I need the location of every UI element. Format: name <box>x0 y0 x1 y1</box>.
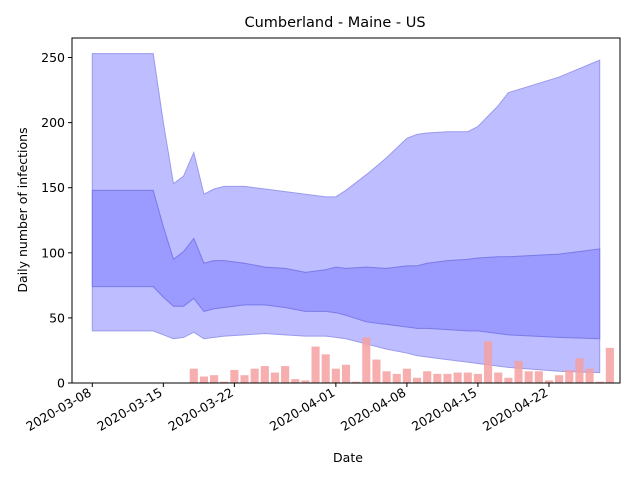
daily-bar <box>463 372 472 383</box>
chart-title: Cumberland - Maine - US <box>244 15 425 31</box>
daily-bar <box>382 371 391 383</box>
daily-bar <box>210 375 219 383</box>
daily-bar <box>331 368 340 383</box>
daily-bar <box>260 366 269 383</box>
plot-border <box>71 37 621 384</box>
daily-bar <box>352 381 361 383</box>
confidence-band-inner <box>91 189 601 340</box>
daily-bar <box>341 364 351 383</box>
daily-bar <box>291 379 300 383</box>
y-tick-label: 150 <box>41 180 65 195</box>
daily-bar <box>443 373 452 383</box>
y-tick-label: 200 <box>41 115 65 130</box>
y-axis-title: Daily number of infections <box>15 127 30 292</box>
y-tick-label: 0 <box>57 376 65 391</box>
daily-bar <box>585 368 594 383</box>
daily-bar <box>402 368 411 383</box>
daily-bar <box>565 369 574 383</box>
daily-bar <box>250 368 259 383</box>
daily-bar <box>189 368 198 383</box>
plot-area <box>91 53 614 383</box>
y-tick-label: 250 <box>41 50 65 65</box>
daily-bar <box>534 371 543 383</box>
daily-bar <box>423 371 432 383</box>
daily-bar <box>514 360 523 383</box>
daily-bar <box>484 341 493 383</box>
daily-bar <box>230 369 239 383</box>
daily-bar <box>270 372 280 383</box>
daily-bar <box>595 381 604 383</box>
daily-bar <box>392 373 401 383</box>
daily-bar <box>473 373 482 383</box>
daily-bar <box>301 380 310 383</box>
daily-bar <box>412 377 422 383</box>
daily-bar <box>453 372 462 383</box>
y-tick-label: 100 <box>41 245 65 260</box>
daily-bar <box>575 358 584 383</box>
daily-bar <box>220 381 229 383</box>
y-tick-label: 50 <box>49 310 65 325</box>
daily-bar <box>311 346 320 383</box>
daily-bar <box>544 380 554 383</box>
daily-bar <box>524 371 533 383</box>
daily-bar <box>321 354 330 383</box>
daily-bar <box>362 337 371 383</box>
daily-bar <box>281 366 290 383</box>
x-axis-title: Date <box>333 450 363 465</box>
daily-bar <box>605 347 614 383</box>
daily-bar <box>433 373 442 383</box>
daily-bar <box>199 376 208 383</box>
daily-bar <box>504 377 513 383</box>
daily-bar <box>372 359 381 383</box>
axes-frame <box>71 37 621 384</box>
daily-bar <box>555 375 564 383</box>
daily-bar <box>240 375 249 383</box>
daily-bar <box>494 372 503 383</box>
y-axis: 0 50 100 150 200 250 <box>41 50 72 391</box>
